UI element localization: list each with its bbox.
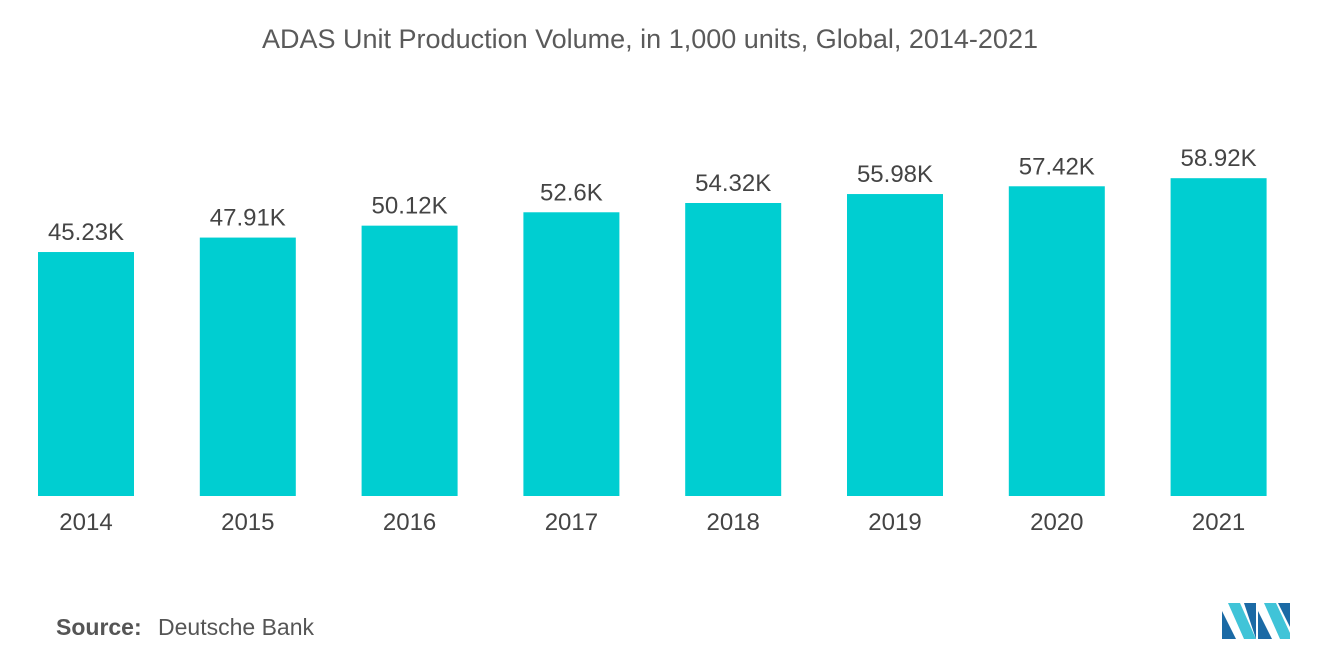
x-tick-label-2017: 2017 xyxy=(545,509,598,536)
bar-value-label-2021: 58.92K xyxy=(1181,145,1257,172)
bar-value-label-2016: 50.12K xyxy=(372,193,448,220)
bar-value-label-2020: 57.42K xyxy=(1019,153,1095,180)
bar-value-label-2015: 47.91K xyxy=(210,205,286,232)
bar-2019 xyxy=(847,194,943,496)
x-tick-label-2020: 2020 xyxy=(1030,509,1083,536)
source-label: Source: xyxy=(56,614,142,640)
bar-2021 xyxy=(1170,178,1267,496)
x-tick-label-2021: 2021 xyxy=(1192,509,1245,536)
bar-value-label-2017: 52.6K xyxy=(540,179,603,206)
x-tick-label-2015: 2015 xyxy=(221,509,274,536)
bar-chart: 45.23K 2014 47.91K 2015 50.12K 2016 52.6K 2017 5… xyxy=(38,145,1267,536)
x-tick-label-2016: 2016 xyxy=(383,509,436,536)
bar-2018 xyxy=(685,203,782,496)
mordor-intelligence-logo-icon xyxy=(1222,603,1290,639)
source-text: Deutsche Bank xyxy=(158,614,315,640)
bar-2015 xyxy=(199,237,296,497)
chart-title: ADAS Unit Production Volume, in 1,000 un… xyxy=(262,24,1038,54)
bar-value-label-2018: 54.32K xyxy=(695,170,771,197)
bar-2017 xyxy=(523,212,620,496)
x-tick-label-2018: 2018 xyxy=(707,509,760,536)
x-tick-label-2014: 2014 xyxy=(59,509,112,536)
bar-2014 xyxy=(38,252,134,496)
bar-2020 xyxy=(1008,186,1105,496)
x-tick-label-2019: 2019 xyxy=(868,509,921,536)
bar-value-label-2014: 45.23K xyxy=(48,219,124,246)
bar-value-label-2019: 55.98K xyxy=(857,161,933,188)
source-note: Source: Deutsche Bank xyxy=(56,614,314,641)
bar-2016 xyxy=(361,225,458,496)
